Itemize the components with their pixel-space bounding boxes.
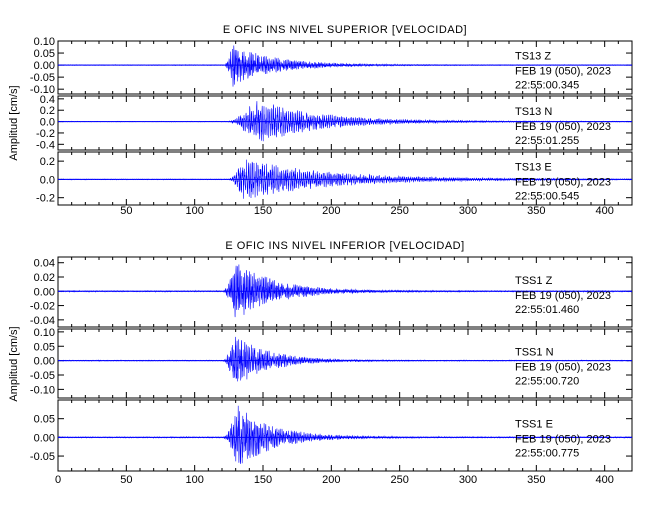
time-label: 22:55:00.345 [515, 80, 579, 92]
x-tick-label: 400 [595, 474, 613, 486]
x-tick-label: 50 [120, 205, 132, 217]
x-tick-label: 350 [527, 205, 545, 217]
y-tick-label: 0.2 [40, 105, 55, 117]
time-label: 22:55:00.775 [515, 448, 579, 460]
chart-title: E OFIC INS NIVEL SUPERIOR [VELOCIDAD] [223, 24, 467, 36]
y-tick-label: -0.4 [36, 139, 55, 151]
x-tick-label: 250 [390, 205, 408, 217]
y-tick-label: 0.00 [34, 432, 55, 444]
time-label: 22:55:00.545 [515, 191, 579, 203]
station-label: TSS1 E [515, 419, 553, 431]
y-tick-label: 0.02 [34, 272, 55, 284]
y-tick-label: -0.2 [36, 128, 55, 140]
x-tick-label: 200 [322, 474, 340, 486]
time-label: 22:55:01.255 [515, 135, 579, 147]
y-tick-label: 0.10 [34, 36, 55, 48]
x-tick-label: 300 [459, 474, 477, 486]
y-tick-label: 0.05 [34, 48, 55, 60]
x-tick-label: 250 [390, 474, 408, 486]
y-tick-label: 0.4 [40, 94, 55, 106]
y-tick-label: 0.00 [34, 286, 55, 298]
y-axis-label: Amplitud [cm/s] [8, 85, 20, 160]
y-tick-label: 0.10 [34, 327, 55, 339]
y-axis-label: Amplitud [cm/s] [8, 326, 20, 401]
x-tick-label: 50 [120, 474, 132, 486]
y-tick-label: -0.05 [30, 451, 55, 463]
x-tick-label: 350 [527, 474, 545, 486]
y-tick-label: 0.04 [34, 258, 55, 270]
y-tick-label: -0.10 [30, 384, 55, 396]
y-tick-label: 0.00 [34, 60, 55, 72]
station-label: TS13 E [515, 162, 552, 174]
x-tick-label: 200 [322, 205, 340, 217]
station-label: TS13 N [515, 106, 552, 118]
date-label: FEB 19 (050), 2023 [515, 121, 611, 133]
x-tick-label: 300 [459, 205, 477, 217]
y-tick-label: -0.10 [30, 84, 55, 96]
date-label: FEB 19 (050), 2023 [515, 290, 611, 302]
y-tick-label: -0.05 [30, 370, 55, 382]
date-label: FEB 19 (050), 2023 [515, 434, 611, 446]
station-label: TSS1 N [515, 347, 554, 359]
date-label: FEB 19 (050), 2023 [515, 177, 611, 189]
x-tick-label: 100 [185, 205, 203, 217]
y-tick-label: 0.05 [34, 414, 55, 426]
y-tick-label: 0.2 [40, 156, 55, 168]
date-label: FEB 19 (050), 2023 [515, 66, 611, 78]
y-tick-label: -0.05 [30, 72, 55, 84]
y-tick-label: 0.05 [34, 341, 55, 353]
x-tick-label: 150 [254, 474, 272, 486]
date-label: FEB 19 (050), 2023 [515, 362, 611, 374]
time-label: 22:55:00.720 [515, 376, 579, 388]
y-tick-label: -0.2 [36, 193, 55, 205]
x-tick-label: 400 [595, 205, 613, 217]
x-tick-label: 150 [254, 205, 272, 217]
y-tick-label: 0.0 [40, 117, 55, 129]
station-label: TSS1 Z [515, 275, 553, 287]
y-tick-label: -0.04 [30, 315, 55, 327]
x-tick-label: 0 [55, 474, 61, 486]
chart-title: E OFIC INS NIVEL INFERIOR [VELOCIDAD] [225, 240, 464, 252]
y-tick-label: -0.02 [30, 301, 55, 313]
y-tick-label: 0.0 [40, 174, 55, 186]
station-label: TS13 Z [515, 51, 551, 63]
x-tick-label: 100 [185, 474, 203, 486]
y-tick-label: 0.00 [34, 356, 55, 368]
time-label: 22:55:01.460 [515, 304, 579, 316]
